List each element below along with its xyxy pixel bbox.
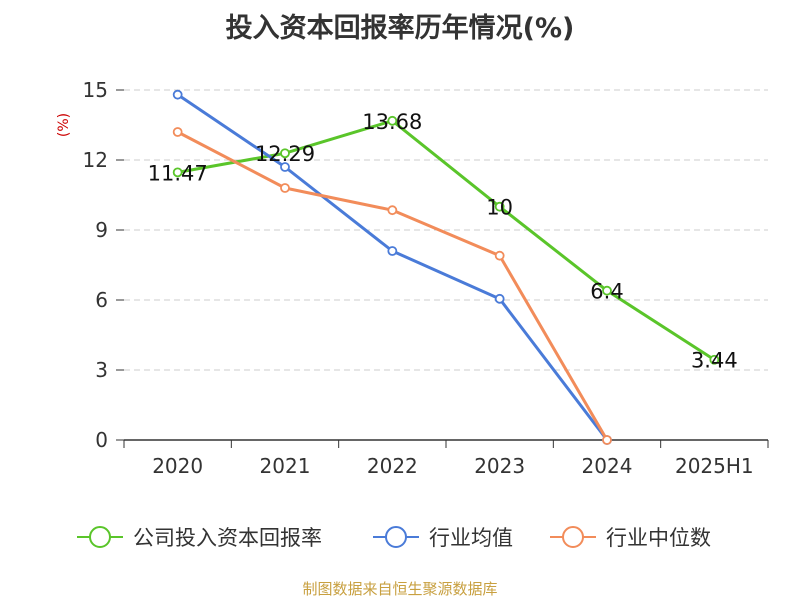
data-point bbox=[172, 89, 183, 100]
y-tick-label: 6 bbox=[95, 288, 108, 312]
data-point bbox=[602, 435, 612, 445]
y-tick-label: 9 bbox=[95, 218, 108, 242]
source-note: 制图数据来自恒生聚源数据库 bbox=[302, 580, 498, 598]
data-label: 3.44 bbox=[691, 349, 738, 373]
chart-title: 投入资本回报率历年情况(%) bbox=[225, 13, 575, 44]
data-point bbox=[709, 354, 720, 365]
y-tick-label: 3 bbox=[95, 358, 108, 382]
axes: 0 3 6 9 12 15 2020 2021 2022 2023 2024 2025H1 (%) bbox=[56, 78, 769, 478]
x-tick-label: 2022 bbox=[367, 454, 418, 478]
data-labels: 11.47 12.29 13.68 10 6.4 3.44 bbox=[148, 110, 738, 373]
data-label: 11.47 bbox=[148, 161, 208, 185]
legend-label: 行业均值 bbox=[429, 526, 513, 550]
data-point bbox=[602, 285, 612, 296]
data-point bbox=[280, 148, 290, 159]
x-tick-label: 2020 bbox=[152, 454, 203, 478]
data-point bbox=[172, 167, 183, 178]
data-point bbox=[387, 246, 398, 256]
legend-label: 行业中位数 bbox=[606, 526, 711, 550]
data-point bbox=[494, 201, 505, 212]
series-line bbox=[176, 130, 609, 441]
x-tick-label: 2023 bbox=[474, 454, 525, 478]
data-point bbox=[280, 162, 290, 172]
x-tick-label: 2025H1 bbox=[675, 454, 754, 478]
data-point bbox=[387, 205, 398, 216]
y-axis-unit: (%) bbox=[56, 113, 72, 137]
data-point bbox=[280, 183, 290, 193]
legend-marker bbox=[385, 526, 407, 548]
data-label: 12.29 bbox=[255, 142, 315, 166]
data-point bbox=[387, 115, 398, 126]
data-label: 6.4 bbox=[590, 280, 623, 304]
data-point bbox=[172, 127, 183, 137]
legend-label: 公司投入资本回报率 bbox=[133, 526, 322, 550]
legend: 公司投入资本回报率 行业均值 行业中位数 bbox=[77, 526, 711, 550]
x-tick-label: 2024 bbox=[582, 454, 633, 478]
y-tick-label: 15 bbox=[83, 78, 108, 102]
data-point bbox=[494, 293, 505, 304]
data-label: 13.68 bbox=[362, 110, 422, 134]
legend-marker bbox=[562, 526, 584, 548]
series-lines bbox=[172, 89, 720, 445]
y-tick-label: 0 bbox=[95, 428, 108, 452]
y-tick-label: 12 bbox=[83, 148, 108, 172]
legend-marker bbox=[89, 526, 111, 548]
series-line bbox=[176, 93, 609, 441]
grid-lines bbox=[124, 89, 768, 371]
data-point bbox=[494, 250, 505, 261]
x-tick-label: 2021 bbox=[260, 454, 311, 478]
data-label: 10 bbox=[486, 196, 513, 220]
